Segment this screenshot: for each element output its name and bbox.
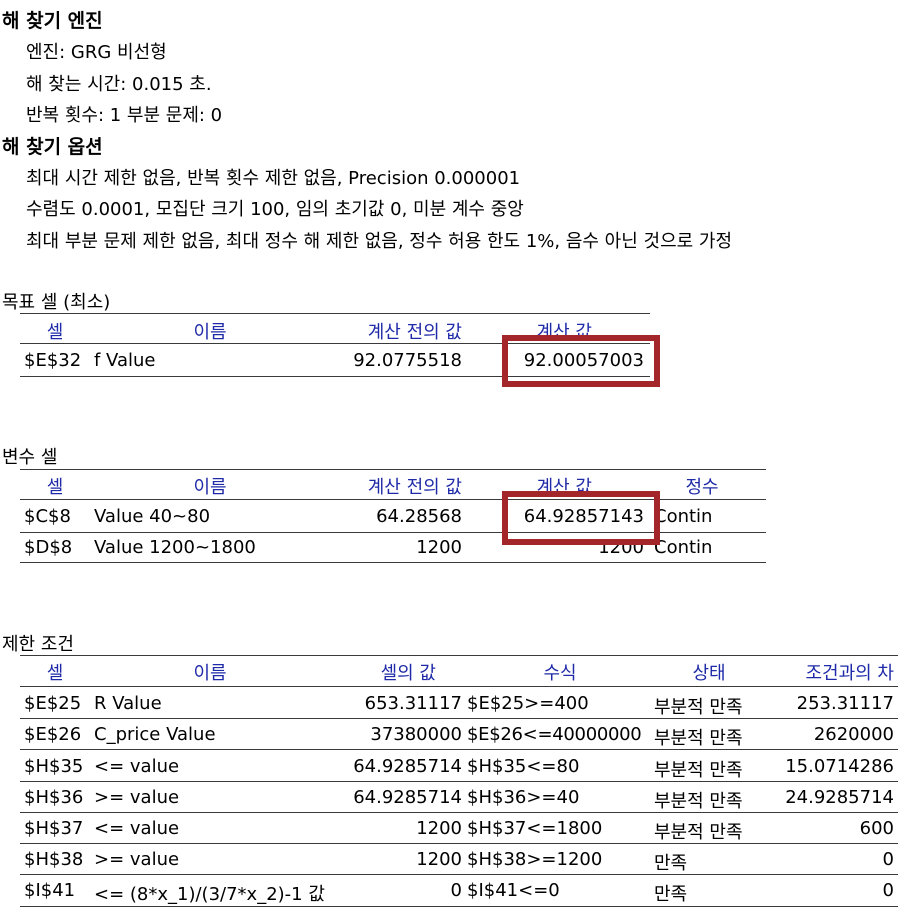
objective-original-value: 92.0775518 — [353, 350, 462, 371]
objective-name: f Value — [94, 350, 156, 371]
constraint-cell-ref: $H$36 — [24, 787, 84, 808]
header-status: 상태 — [692, 663, 726, 684]
highlight-box — [502, 491, 660, 545]
constraint-name: R Value — [94, 693, 162, 714]
header-slack: 조건과의 차 — [805, 663, 894, 684]
engine-title: 해 찾기 엔진 — [2, 10, 103, 32]
variable-final-value: 64.92857143 — [523, 506, 644, 527]
divider — [20, 781, 898, 782]
divider — [20, 874, 898, 875]
header-value: 셀의 값 — [380, 663, 436, 684]
header-original: 계산 전의 값 — [367, 477, 462, 498]
divider — [20, 686, 898, 687]
variable-cell-ref: $C$8 — [24, 506, 71, 527]
constraint-slack: 0 — [882, 880, 894, 901]
constraint-formula: $E$26<=40000000 — [467, 724, 642, 745]
engine-line: 엔진: GRG 비선형 — [26, 42, 167, 63]
constraint-cell-ref: $H$38 — [24, 849, 84, 870]
constraint-name: <= value — [94, 756, 180, 777]
divider — [20, 313, 650, 314]
header-cell: 셀 — [46, 322, 64, 343]
variable-name: Value 40~80 — [94, 506, 211, 527]
constraint-formula: $H$35<=80 — [467, 756, 580, 777]
constraint-status: 만족 — [654, 884, 688, 905]
header-cell: 셀 — [46, 477, 64, 498]
objective-final-value: 92.00057003 — [523, 350, 644, 371]
constraints-title: 제한 조건 — [2, 634, 74, 655]
objective-cell-ref: $E$32 — [24, 350, 82, 371]
divider — [20, 469, 766, 470]
divider — [20, 376, 650, 377]
options-line: 최대 부분 문제 제한 없음, 최대 정수 해 제한 없음, 정수 허용 한도 … — [26, 231, 733, 252]
divider — [20, 655, 898, 656]
constraint-slack: 15.0714286 — [785, 756, 894, 777]
header-original: 계산 전의 값 — [367, 322, 462, 343]
options-line: 최대 시간 제한 없음, 반복 횟수 제한 없음, Precision 0.00… — [26, 168, 521, 189]
options-title: 해 찾기 옵션 — [2, 136, 103, 158]
constraint-cell-ref: $H$35 — [24, 756, 84, 777]
constraint-status: 부분적 만족 — [654, 697, 743, 718]
constraint-status: 만족 — [654, 853, 688, 874]
engine-line: 해 찾는 시간: 0.015 초. — [26, 74, 212, 95]
variable-integer: Contin — [654, 537, 713, 558]
constraint-formula: $I$41<=0 — [467, 880, 560, 901]
divider — [20, 749, 898, 750]
constraint-cell-ref: $I$41 — [24, 880, 76, 901]
constraint-formula: $H$36>=40 — [467, 787, 580, 808]
highlight-box — [502, 335, 660, 387]
header-cell: 셀 — [46, 663, 64, 684]
constraint-slack: 0 — [882, 849, 894, 870]
constraint-slack: 253.31117 — [796, 693, 894, 714]
constraint-cell-ref: $E$25 — [24, 693, 82, 714]
objective-title: 목표 셀 (최소) — [2, 292, 111, 313]
constraint-name: C_price Value — [94, 724, 216, 745]
constraint-value: 653.31117 — [364, 693, 462, 714]
constraint-value: 64.9285714 — [353, 787, 462, 808]
constraint-slack: 600 — [859, 818, 894, 839]
divider — [20, 718, 898, 719]
constraint-status: 부분적 만족 — [654, 822, 743, 843]
divider — [20, 499, 766, 500]
divider — [20, 843, 898, 844]
constraint-name: <= (8*x_1)/(3/7*x_2)-1 값 — [94, 884, 325, 905]
constraint-cell-ref: $E$26 — [24, 724, 82, 745]
divider — [20, 532, 766, 533]
variable-integer: Contin — [654, 506, 713, 527]
constraint-name: <= value — [94, 818, 180, 839]
constraint-name: >= value — [94, 787, 180, 808]
divider — [20, 562, 766, 563]
variable-name: Value 1200~1800 — [94, 537, 256, 558]
constraint-formula: $H$38>=1200 — [467, 849, 603, 870]
constraint-value: 1200 — [416, 849, 462, 870]
constraint-slack: 2620000 — [813, 724, 894, 745]
variables-title: 변수 셀 — [2, 447, 58, 468]
constraint-formula: $H$37<=1800 — [467, 818, 603, 839]
constraint-value: 64.9285714 — [353, 756, 462, 777]
divider — [20, 812, 898, 813]
header-name: 이름 — [193, 477, 227, 498]
constraint-status: 부분적 만족 — [654, 760, 743, 781]
options-line: 수렴도 0.0001, 모집단 크기 100, 임의 초기값 0, 미분 계수 … — [26, 199, 524, 220]
engine-line: 반복 횟수: 1 부분 문제: 0 — [26, 105, 223, 126]
divider — [20, 906, 898, 907]
constraint-value: 1200 — [416, 818, 462, 839]
variable-cell-ref: $D$8 — [24, 537, 73, 558]
header-integer: 정수 — [685, 477, 719, 498]
header-formula: 수식 — [543, 663, 577, 684]
constraint-name: >= value — [94, 849, 180, 870]
constraint-value: 37380000 — [370, 724, 462, 745]
constraint-value: 0 — [450, 880, 462, 901]
variable-original-value: 1200 — [416, 537, 462, 558]
constraint-status: 부분적 만족 — [654, 728, 743, 749]
header-name: 이름 — [193, 322, 227, 343]
divider — [20, 343, 650, 344]
constraint-slack: 24.9285714 — [785, 787, 894, 808]
constraint-cell-ref: $H$37 — [24, 818, 84, 839]
constraint-formula: $E$25>=400 — [467, 693, 589, 714]
variable-original-value: 64.28568 — [376, 506, 462, 527]
constraint-status: 부분적 만족 — [654, 791, 743, 812]
header-name: 이름 — [193, 663, 227, 684]
